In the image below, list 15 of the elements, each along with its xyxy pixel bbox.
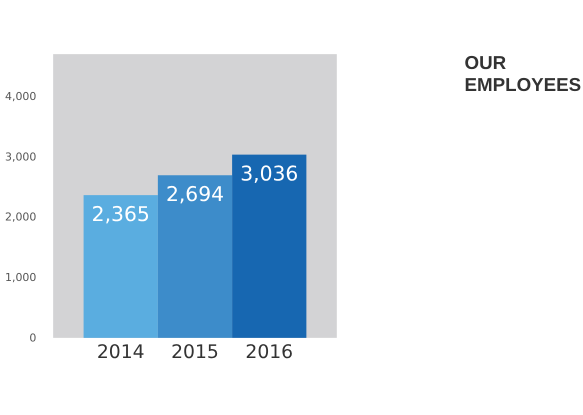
bar xyxy=(158,175,232,338)
data-label: 2,694 xyxy=(166,182,224,206)
data-label: 2,365 xyxy=(92,202,150,226)
y-tick-label: 4,000 xyxy=(5,90,36,103)
data-label: 3,036 xyxy=(240,161,298,186)
y-tick-label: 3,000 xyxy=(5,150,36,164)
text: OUR EMPLOYEES xyxy=(464,52,582,95)
y-tick-label: 2,000 xyxy=(5,210,36,224)
y-tick-label: 1,000 xyxy=(5,271,36,284)
x-tick-label: 2014 xyxy=(96,342,145,363)
bar xyxy=(232,154,306,338)
x-tick-label: 2016 xyxy=(245,342,294,363)
y-tick-label: 0 xyxy=(29,331,36,344)
bar xyxy=(84,195,158,338)
x-tick-label: 2015 xyxy=(171,342,219,363)
